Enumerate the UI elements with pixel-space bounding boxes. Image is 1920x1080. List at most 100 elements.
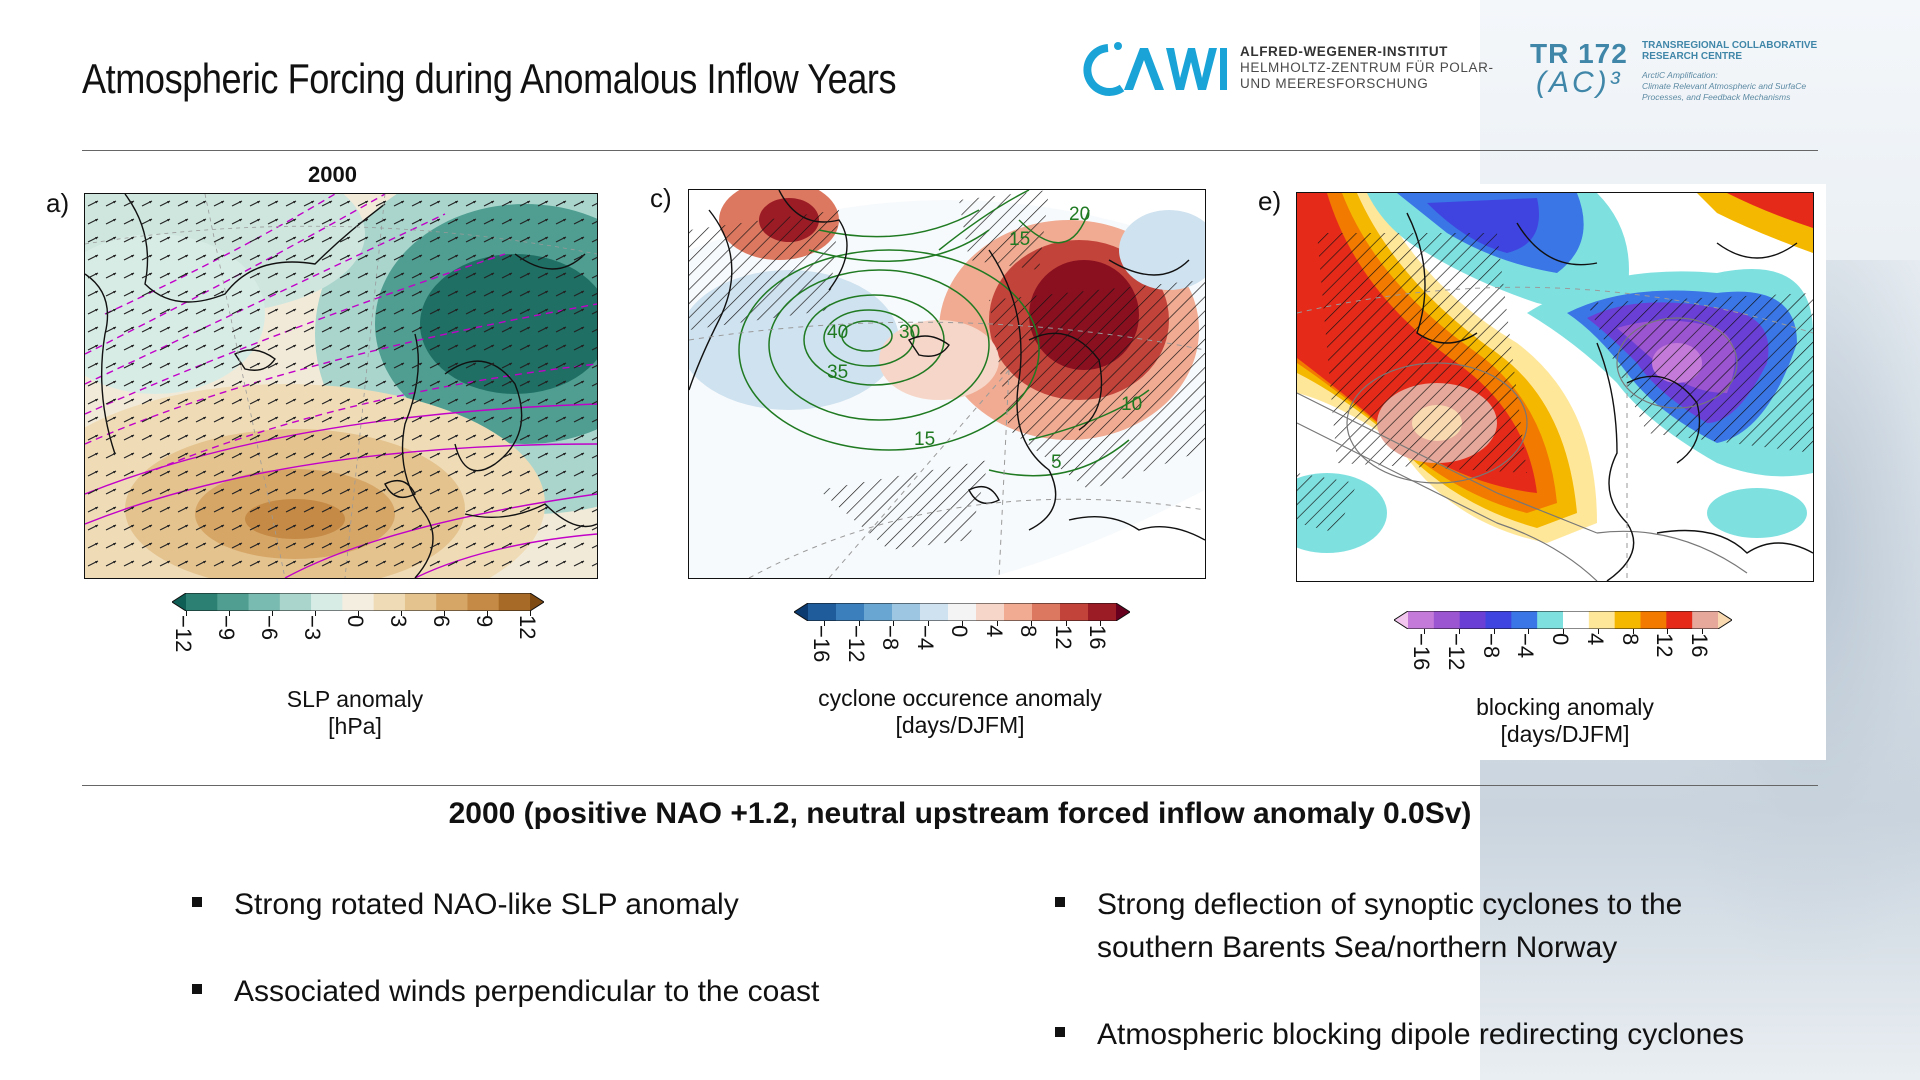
colorbar-tick-label: 16 bbox=[1085, 625, 1110, 650]
bullet-right-2-line1: Atmospheric blocking dipole redirecting … bbox=[1097, 1018, 1744, 1051]
slide-title: Atmospheric Forcing during Anomalous Inf… bbox=[82, 55, 897, 102]
awi-logo-text: ALFRED-WEGENER-INSTITUT HELMHOLTZ-ZENTRU… bbox=[1240, 44, 1494, 92]
slp-colorbar bbox=[172, 593, 544, 611]
colorbar-tick-mark bbox=[530, 611, 531, 616]
colorbar-tick-mark bbox=[1597, 629, 1599, 634]
colorbar-swatch bbox=[217, 593, 250, 611]
colorbar-swatch bbox=[1692, 611, 1719, 629]
awi-logo bbox=[1083, 42, 1227, 96]
colorbar-tick-label: 9 bbox=[472, 615, 497, 628]
bullet-right-1-line1: Strong deflection of synoptic cyclones t… bbox=[1097, 888, 1683, 921]
colorbar-swatch bbox=[1433, 611, 1461, 629]
colorbar-swatch bbox=[976, 603, 1005, 621]
colorbar-tick-mark bbox=[1667, 629, 1669, 634]
colorbar-tick-label: −9 bbox=[214, 615, 239, 641]
cyclone-colorbar-label: cyclone occurence anomaly [days/DJFM] bbox=[760, 685, 1160, 739]
contour-label-5: 5 bbox=[1051, 452, 1062, 473]
contour-label-15a: 15 bbox=[914, 429, 935, 450]
slp-colorbar-label: SLP anomaly [hPa] bbox=[230, 686, 480, 740]
colorbar-swatch bbox=[794, 603, 808, 621]
colorbar-tick-mark bbox=[1031, 621, 1032, 626]
tr172-line2: RESEARCH CENTRE bbox=[1642, 51, 1743, 62]
colorbar-tick-mark bbox=[1100, 621, 1101, 626]
colorbar-swatch bbox=[404, 593, 437, 611]
colorbar-tick-label: −8 bbox=[878, 625, 903, 651]
colorbar-tick-label: −12 bbox=[171, 615, 196, 653]
colorbar-tick-mark bbox=[186, 611, 187, 616]
colorbar-tick-label: −4 bbox=[1513, 633, 1539, 659]
blocking-colorbar bbox=[1394, 611, 1732, 629]
colorbar-swatch bbox=[1032, 603, 1061, 621]
colorbar-tick-label: 6 bbox=[429, 615, 454, 628]
blocking-anomaly-map bbox=[1296, 192, 1814, 582]
colorbar-swatch bbox=[1511, 611, 1538, 629]
colorbar-tick-mark bbox=[272, 611, 273, 616]
colorbar-tick-mark bbox=[1424, 629, 1425, 634]
awi-line2: HELMHOLTZ-ZENTRUM FÜR POLAR- bbox=[1240, 60, 1494, 75]
colorbar-swatch bbox=[1060, 603, 1089, 621]
colorbar-tick-label: 0 bbox=[947, 625, 972, 638]
colorbar-tick-mark bbox=[1493, 629, 1495, 634]
colorbar-swatch bbox=[1394, 611, 1408, 629]
colorbar-swatch bbox=[1088, 603, 1117, 621]
blocking-label-line2: [days/DJFM] bbox=[1500, 721, 1630, 747]
slp-label-line1: SLP anomaly bbox=[286, 686, 424, 712]
panel-c-label: c) bbox=[650, 183, 672, 213]
colorbar-tick-mark bbox=[996, 621, 998, 626]
colorbar-swatch bbox=[436, 593, 468, 611]
colorbar-tick-mark bbox=[401, 611, 402, 616]
colorbar-swatch bbox=[342, 593, 375, 611]
colorbar-tick-label: 8 bbox=[1016, 625, 1041, 638]
bullet-right-1: Strong deflection of synoptic cyclones t… bbox=[1055, 883, 1683, 969]
contour-label-10: 10 bbox=[1121, 394, 1142, 415]
blocking-label-line1: blocking anomaly bbox=[1476, 694, 1654, 720]
awi-line1: ALFRED-WEGENER-INSTITUT bbox=[1240, 44, 1449, 59]
colorbar-tick-label: 4 bbox=[981, 625, 1007, 638]
colorbar-swatch bbox=[311, 593, 343, 611]
tr172-sub1: ArctiC Amplification: bbox=[1642, 70, 1718, 80]
colorbar-tick-label: −3 bbox=[300, 615, 325, 641]
colorbar-tick-label: 16 bbox=[1687, 633, 1712, 658]
colorbar-swatch bbox=[1459, 611, 1486, 629]
colorbar-tick-label: −12 bbox=[1443, 633, 1469, 671]
cyclone-colorbar bbox=[794, 603, 1130, 621]
cyclone-anomaly-map: 40 35 30 15 20 15 10 5 bbox=[688, 189, 1206, 579]
colorbar-tick-mark bbox=[1065, 621, 1067, 626]
bullet-left-1-text: Strong rotated NAO-like SLP anomaly bbox=[234, 888, 739, 921]
colorbar-swatch bbox=[1718, 611, 1732, 629]
panel-e-label: e) bbox=[1258, 186, 1282, 216]
tr172-text: TRANSREGIONAL COLLABORATIVE RESEARCH CEN… bbox=[1642, 40, 1817, 62]
colorbar-tick-label: 12 bbox=[1652, 633, 1678, 658]
tr172-subtext: ArctiC Amplification: Climate Relevant A… bbox=[1642, 70, 1806, 103]
bullet-left-2-text: Associated winds perpendicular to the co… bbox=[234, 975, 820, 1008]
colorbar-swatch bbox=[1640, 611, 1667, 629]
tr172-ac: (AC)³ bbox=[1536, 66, 1623, 99]
colorbar-tick-label: 12 bbox=[515, 615, 540, 640]
colorbar-tick-mark bbox=[824, 621, 825, 626]
slide-subtitle: 2000 (positive NAO +1.2, neutral upstrea… bbox=[448, 797, 1472, 830]
colorbar-tick-mark bbox=[927, 621, 929, 626]
colorbar-tick-mark bbox=[1528, 629, 1530, 634]
colorbar-swatch bbox=[467, 593, 500, 611]
colorbar-swatch bbox=[808, 603, 837, 621]
bullet-square-icon bbox=[1055, 897, 1065, 907]
colorbar-tick-label: 3 bbox=[386, 615, 411, 628]
contour-label-40: 40 bbox=[827, 322, 848, 343]
bullet-left-1: Strong rotated NAO-like SLP anomaly bbox=[192, 883, 739, 926]
colorbar-tick-label: −4 bbox=[912, 625, 938, 651]
tr172-sub3: Processes, and Feedback Mechanisms bbox=[1642, 92, 1791, 102]
colorbar-tick-mark bbox=[962, 621, 963, 626]
contour-label-35: 35 bbox=[827, 362, 848, 383]
colorbar-tick-label: 0 bbox=[343, 615, 368, 628]
colorbar-swatch bbox=[1614, 611, 1641, 629]
colorbar-swatch bbox=[1116, 603, 1130, 621]
colorbar-tick-label: −12 bbox=[843, 625, 869, 663]
colorbar-swatch bbox=[1004, 603, 1033, 621]
cyclone-label-line2: [days/DJFM] bbox=[895, 712, 1025, 738]
colorbar-swatch bbox=[864, 603, 893, 621]
colorbar-tick-label: 8 bbox=[1617, 633, 1643, 646]
contour-label-20: 20 bbox=[1069, 204, 1090, 225]
colorbar-tick-mark bbox=[1458, 629, 1460, 634]
colorbar-swatch bbox=[498, 593, 531, 611]
colorbar-swatch bbox=[948, 603, 977, 621]
